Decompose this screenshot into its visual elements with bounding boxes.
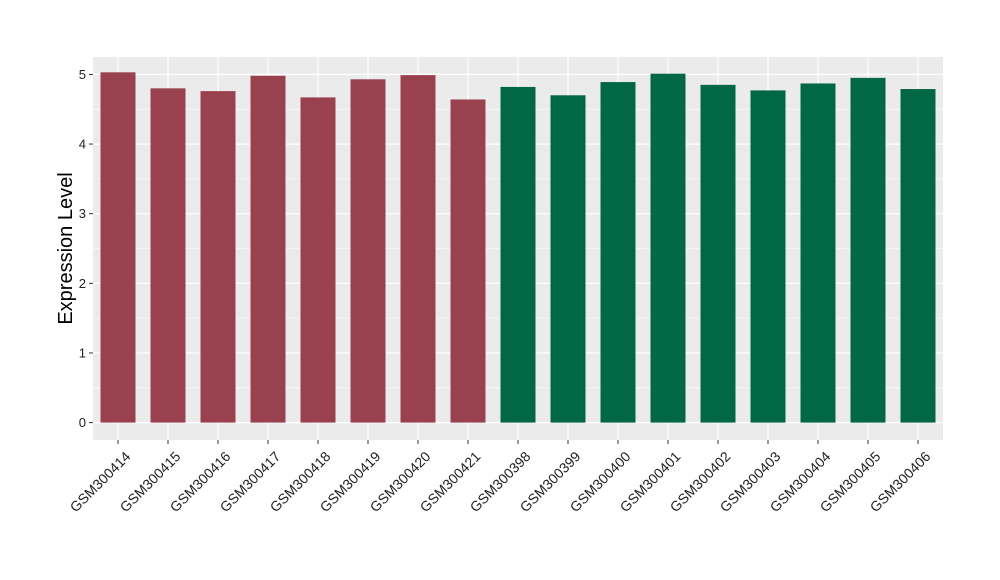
bar — [850, 77, 886, 423]
y-tick-label: 0 — [79, 415, 86, 430]
y-tick-label: 4 — [79, 137, 86, 152]
x-axis: GSM300414GSM300415GSM300416GSM300417GSM3… — [67, 440, 934, 515]
y-tick-label: 5 — [79, 67, 86, 82]
y-axis: 0 1 2 3 4 5 — [79, 67, 93, 430]
bar — [900, 89, 936, 423]
y-axis-title: Expression Level — [55, 172, 77, 324]
bar — [700, 84, 736, 423]
bar — [250, 75, 286, 423]
bar — [150, 88, 186, 423]
bar — [750, 90, 786, 423]
bar — [500, 86, 536, 423]
bar — [600, 82, 636, 423]
bar — [450, 99, 486, 423]
y-tick-label: 2 — [79, 276, 86, 291]
y-tick-label: 3 — [79, 206, 86, 221]
bar — [550, 95, 586, 423]
bar — [300, 97, 336, 423]
bar — [200, 91, 236, 423]
bar — [800, 83, 836, 423]
bar — [350, 79, 386, 423]
bar — [650, 73, 686, 423]
y-tick-label: 1 — [79, 345, 86, 360]
bars — [100, 72, 936, 423]
bar — [100, 72, 136, 423]
bar — [400, 75, 436, 423]
